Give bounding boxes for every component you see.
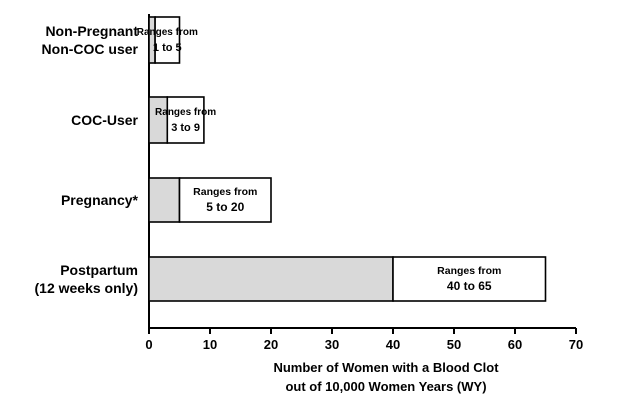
x-tick-label: 50 [447,337,461,352]
category-label: (12 weeks only) [35,280,139,296]
bar-range-label: 3 to 9 [171,122,200,134]
x-axis-title: Number of Women with a Blood Clot [273,360,499,375]
category-label: Postpartum [60,262,138,278]
bar-low-segment [148,96,169,144]
x-axis-title: out of 10,000 Women Years (WY) [285,379,486,394]
bar-low-segment [148,16,156,64]
bar-range-label: Ranges from [137,27,198,38]
bar-range-label: Ranges from [155,107,216,118]
x-tick-label: 20 [264,337,278,352]
bar-range-segment [166,96,205,144]
bar-range-label: Ranges from [193,186,257,198]
bar-range-label: 5 to 20 [206,200,244,214]
bar-range-label: 1 to 5 [153,42,182,54]
category-label: Pregnancy* [61,192,139,208]
x-tick-label: 10 [203,337,217,352]
bar-low-segment [148,177,181,223]
bar-range-label: 40 to 65 [447,279,492,293]
x-tick-label: 40 [386,337,400,352]
bar-range-segment [154,16,181,64]
category-label: Non-COC user [42,41,139,57]
bar-low-segment [148,256,394,302]
category-label: Non-Pregnant [45,23,138,39]
bar-range-segment [178,177,272,223]
x-tick-label: 60 [508,337,522,352]
x-tick-label: 30 [325,337,339,352]
bar-range-segment [392,256,547,302]
x-tick-label: 0 [145,337,152,352]
x-tick-label: 70 [569,337,583,352]
category-label: COC-User [71,112,138,128]
bar-range-label: Ranges from [437,265,501,277]
